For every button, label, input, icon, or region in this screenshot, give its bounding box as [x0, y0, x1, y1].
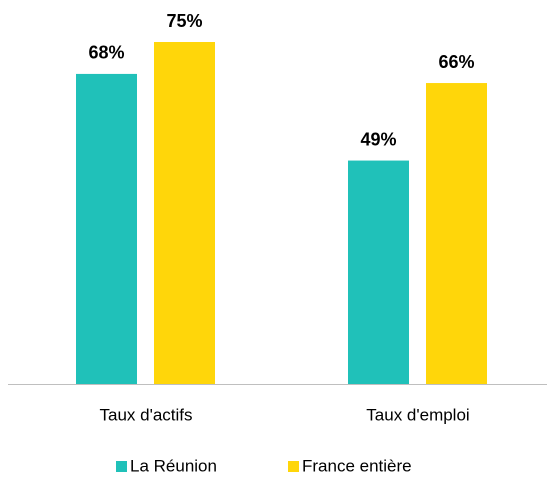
- bar: [426, 83, 487, 384]
- data-label: 66%: [438, 52, 474, 72]
- x-tick-label: Taux d'actifs: [99, 405, 192, 424]
- data-label: 75%: [166, 11, 202, 31]
- legend-swatch: [288, 461, 299, 472]
- data-label: 68%: [88, 43, 124, 63]
- bar: [154, 42, 215, 384]
- legend-label: France entière: [302, 456, 412, 475]
- bar: [348, 160, 409, 384]
- x-tick-label: Taux d'emploi: [366, 405, 469, 424]
- legend-label: La Réunion: [130, 456, 217, 475]
- bar: [76, 73, 137, 385]
- data-label: 49%: [360, 129, 396, 149]
- legend-swatch: [116, 461, 127, 472]
